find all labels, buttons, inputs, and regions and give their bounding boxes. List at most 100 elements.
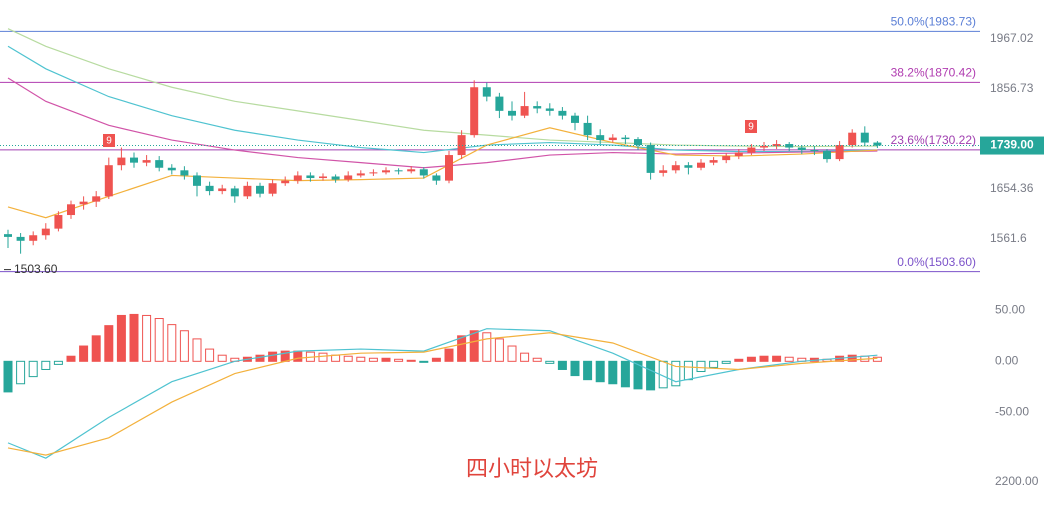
fib-label: 38.2%(1870.42) (891, 66, 976, 80)
candle-body (671, 165, 680, 171)
candle-body (697, 162, 705, 168)
macd-bar (104, 325, 114, 362)
candle-body (797, 147, 806, 151)
ma-line (7, 127, 878, 219)
candle-body (344, 175, 353, 180)
axis-label: 2200.00 (995, 474, 1039, 488)
candle-body (356, 173, 365, 176)
macd-bar (633, 360, 643, 390)
fib-label: 50.0%(1983.73) (891, 15, 976, 29)
candle-body (29, 235, 38, 241)
macd-bar (784, 356, 794, 362)
macd-bar (431, 357, 441, 362)
macd-bar (91, 335, 101, 362)
dea-line (7, 332, 878, 456)
candle-body (810, 150, 819, 152)
candle-body (16, 236, 25, 241)
macd-bar (671, 360, 681, 387)
macd-bar (847, 354, 857, 362)
macd-bar (318, 352, 328, 362)
macd-bar (570, 360, 580, 377)
macd-bar (394, 358, 404, 362)
macd-bar (28, 360, 38, 378)
macd-bar (116, 314, 126, 362)
candle-body (180, 170, 189, 176)
candle-body (558, 110, 567, 116)
macd-bar (205, 348, 215, 362)
candle-body (79, 201, 88, 205)
candle-body (419, 169, 428, 176)
macd-bar (217, 354, 227, 362)
macd-bar (41, 360, 51, 370)
caption: 四小时以太坊 (466, 456, 598, 481)
fib-label: 0.0%(1503.60) (897, 255, 976, 269)
candle-body (608, 137, 617, 141)
candle-body (495, 96, 504, 111)
td-label: 9 (106, 136, 112, 147)
macd-bar (469, 330, 479, 362)
macd-bar (142, 314, 152, 362)
candle-body (709, 160, 718, 163)
macd-bar (482, 332, 492, 362)
macd-bar (53, 360, 63, 365)
macd-bar (457, 335, 467, 362)
macd-bar (683, 360, 693, 381)
candle-body (848, 132, 857, 146)
macd-bar (646, 360, 656, 391)
macd-bar (79, 345, 89, 362)
candle-body (571, 115, 579, 123)
macd-tick-label: -50.00 (995, 404, 1029, 418)
macd-bar (721, 360, 731, 364)
macd-bar (179, 330, 189, 362)
candle-body (205, 185, 214, 192)
candle-body (281, 180, 290, 184)
candle-body (268, 183, 277, 194)
candle-body (760, 146, 768, 148)
candle-body (331, 176, 340, 180)
candle-body (734, 152, 743, 157)
candle-body (293, 175, 302, 181)
macd-bar (66, 355, 76, 362)
candle-body (482, 87, 491, 97)
candle-body (407, 169, 416, 172)
candle-body (369, 172, 378, 174)
y-tick-label: 1561.6 (990, 231, 1027, 245)
candle-body (873, 142, 882, 146)
macd-bar (507, 345, 517, 362)
macd-bar (520, 352, 530, 362)
macd-bar (494, 338, 504, 362)
plot-layer: 1967.02 1856.73 1654.36 1561.6 50.0%(1983.73… (0, 15, 1044, 459)
candle-body (659, 170, 668, 173)
macd-bar (746, 356, 756, 362)
macd-bar (557, 360, 567, 370)
macd-bar (406, 359, 416, 362)
macd-bar (343, 355, 353, 362)
candle-body (319, 176, 327, 179)
macd-bar (608, 360, 618, 385)
low-label: 1503.60 (14, 262, 58, 276)
macd-bar (709, 360, 719, 368)
candle-body (470, 87, 479, 136)
price-tag-bg (980, 136, 1044, 155)
macd-bar (192, 338, 202, 362)
candle-body (218, 188, 227, 192)
dif-line (7, 328, 878, 459)
macd-bar (129, 313, 139, 362)
candle-body (835, 145, 844, 160)
candle-body (67, 204, 75, 216)
candle-body (457, 135, 466, 156)
macd-bar (381, 357, 391, 362)
macd-bar (331, 354, 341, 362)
candle-body (545, 108, 554, 111)
td-marker (103, 134, 115, 147)
macd-bar (293, 350, 303, 362)
macd-bar (444, 348, 454, 362)
candle-body (823, 151, 831, 160)
macd-bar (696, 360, 706, 373)
price-tag: 1739.00 (990, 138, 1034, 152)
td-label: 9 (748, 122, 754, 133)
macd-bar (154, 318, 164, 362)
candle-body (646, 145, 655, 173)
ma-line (7, 45, 878, 154)
